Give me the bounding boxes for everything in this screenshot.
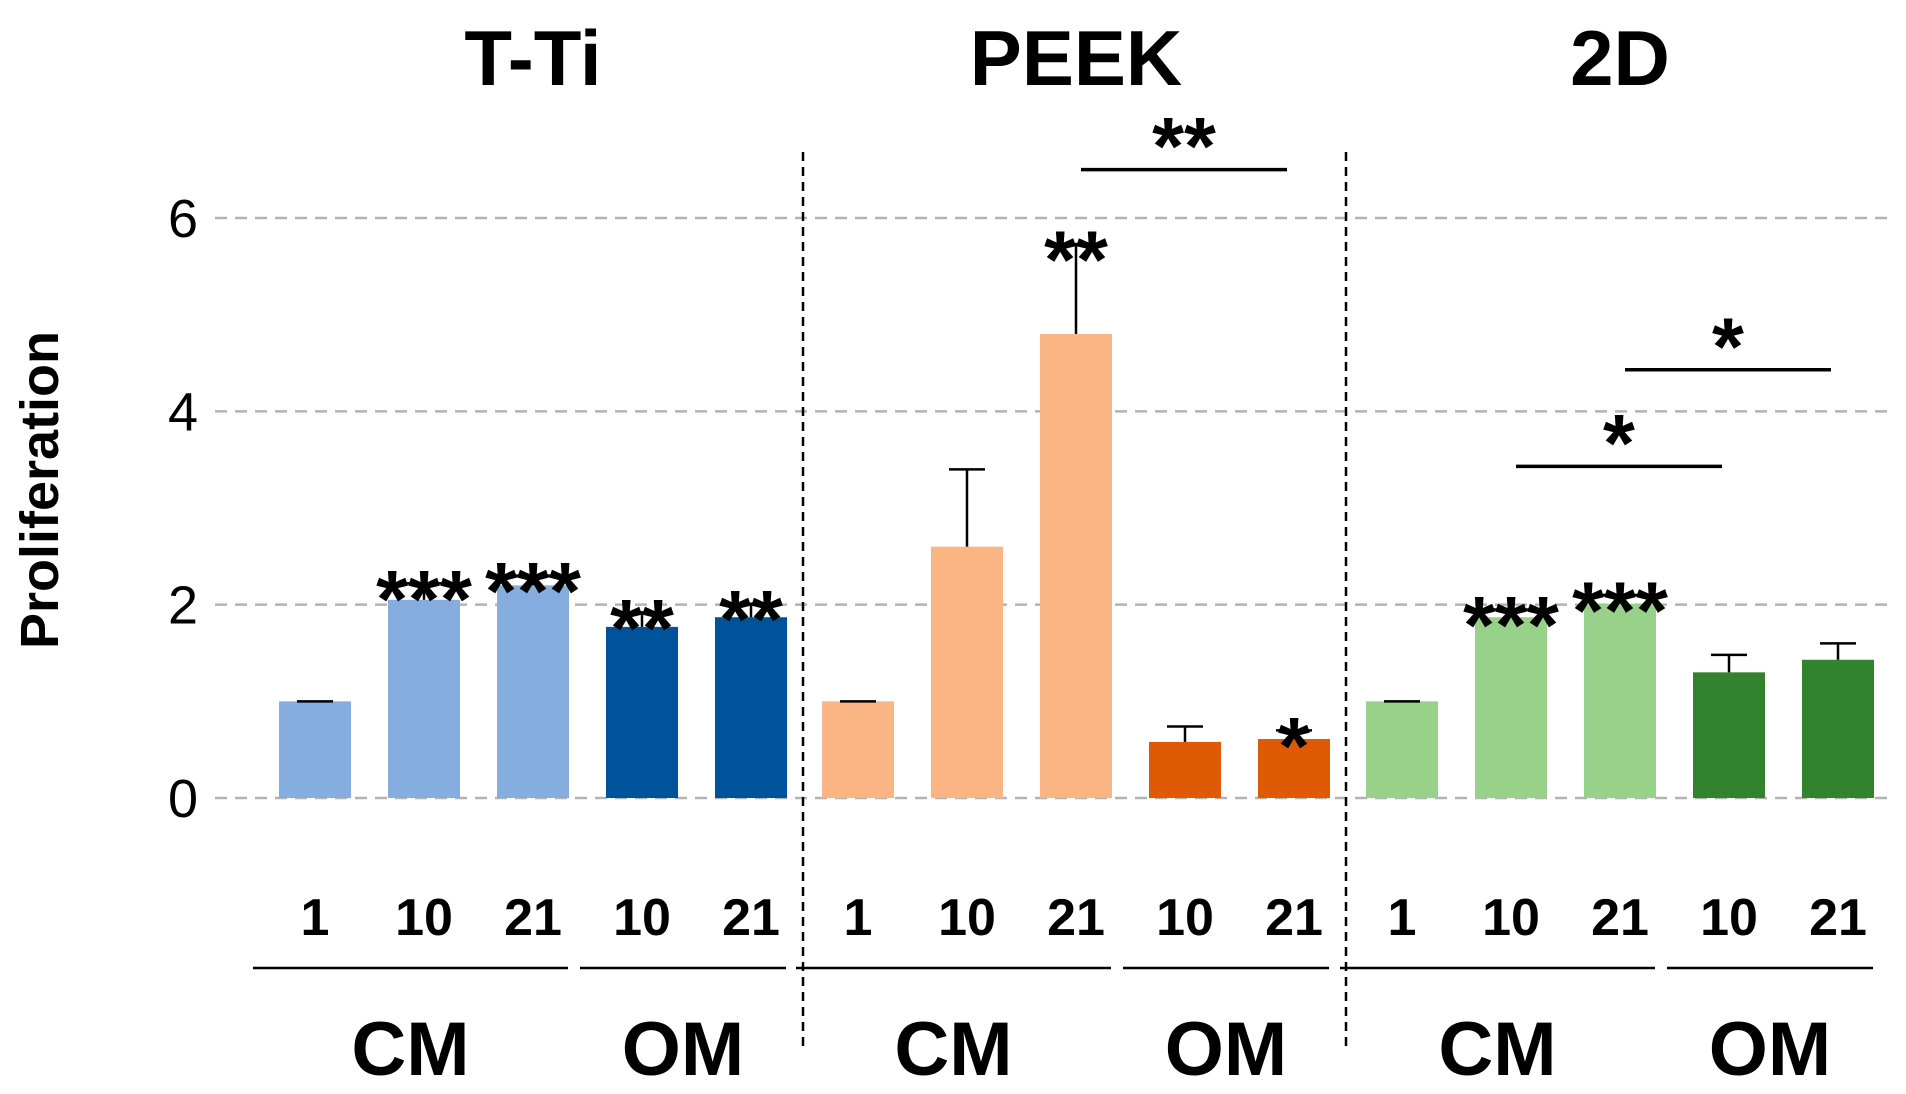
bar-peek-cm-1 <box>822 701 894 798</box>
x-tick-label: 21 <box>1591 889 1649 947</box>
bar-peek-om-21 <box>1258 739 1330 798</box>
y-tick-label: 4 <box>168 382 198 442</box>
x-tick-label: 21 <box>1047 889 1105 947</box>
comparison-significance: * <box>1712 302 1744 393</box>
x-tick-label: 10 <box>613 889 671 947</box>
bar-t-ti-om-10 <box>606 626 678 798</box>
significance-marker: ** <box>719 575 783 666</box>
bars-layer <box>279 242 1874 798</box>
x-tick-label: 21 <box>1809 889 1867 947</box>
group-label-om: OM <box>622 1007 744 1092</box>
x-tick-label: 10 <box>938 889 996 947</box>
x-tick-label: 21 <box>504 889 562 947</box>
panel-title-1: T-Ti <box>464 14 601 102</box>
bar-2d-cm-1 <box>1366 701 1438 798</box>
comparison-significance: ** <box>1152 102 1216 193</box>
significance-marker: *** <box>485 547 581 638</box>
y-tick-label: 0 <box>168 769 198 829</box>
significance-marker: ** <box>1044 215 1108 306</box>
x-tick-label: 1 <box>301 889 330 947</box>
panel-title-3: 2D <box>1570 14 1670 102</box>
group-label-om: OM <box>1165 1007 1287 1092</box>
significance-marker: *** <box>1572 566 1668 657</box>
group-label-cm: CM <box>351 1007 469 1092</box>
x-tick-label: 1 <box>1388 889 1417 947</box>
bar-t-ti-cm-1 <box>279 701 351 798</box>
bar-peek-cm-10 <box>931 546 1003 798</box>
bar-peek-om-10 <box>1149 741 1221 798</box>
significance-marker: *** <box>1463 581 1559 672</box>
x-tick-label: 10 <box>1156 889 1214 947</box>
group-label-cm: CM <box>1438 1007 1556 1092</box>
significance-marker: *** <box>376 554 472 645</box>
bar-2d-om-21 <box>1802 659 1874 798</box>
y-axis-label: Proliferation <box>10 331 70 649</box>
y-tick-label: 2 <box>168 576 198 636</box>
group-label-cm: CM <box>894 1007 1012 1092</box>
bar-t-ti-cm-10 <box>388 599 460 798</box>
y-tick-label: 6 <box>168 189 198 249</box>
comparison-significance: * <box>1603 398 1635 489</box>
group-label-om: OM <box>1709 1007 1831 1092</box>
x-tick-label: 21 <box>1265 889 1323 947</box>
x-tick-label: 10 <box>1700 889 1758 947</box>
significance-marker: * <box>1278 701 1310 792</box>
x-tick-label: 1 <box>844 889 873 947</box>
x-tick-label: 10 <box>395 889 453 947</box>
panel-title-2: PEEK <box>970 14 1182 102</box>
bar-t-ti-om-21 <box>715 617 787 798</box>
bar-t-ti-cm-21 <box>497 585 569 798</box>
bar-2d-cm-10 <box>1475 617 1547 798</box>
bar-peek-cm-21 <box>1040 334 1112 798</box>
text-layer: Proliferation 0246T-Ti1***10***21**10**2… <box>10 14 1873 1092</box>
x-tick-label: 21 <box>722 889 780 947</box>
significance-marker: ** <box>610 583 674 674</box>
bar-2d-cm-21 <box>1584 603 1656 798</box>
x-tick-label: 10 <box>1482 889 1540 947</box>
bar-2d-om-10 <box>1693 672 1765 798</box>
